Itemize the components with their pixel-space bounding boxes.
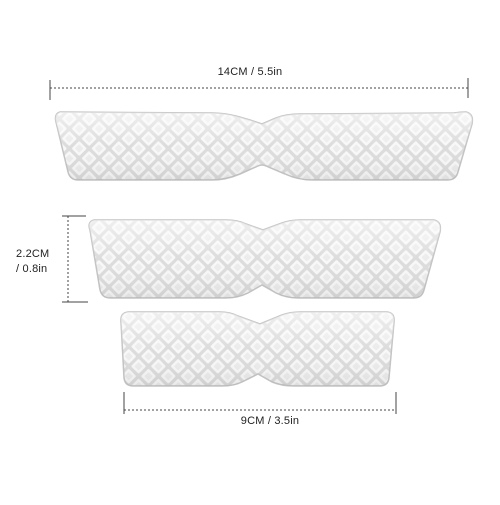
height-label-cm: 2.2CM: [16, 247, 49, 262]
sticker-small: [121, 312, 394, 386]
height-dimension-line: [62, 216, 88, 302]
height-label-in: / 0.8in: [16, 262, 49, 277]
bottom-dimension-line: [124, 392, 396, 414]
top-dimension-line: [50, 78, 468, 100]
length-small-label: 9CM / 3.5in: [155, 415, 385, 427]
sticker-medium: [89, 220, 440, 298]
sticker-large: [56, 112, 473, 180]
height-label: 2.2CM / 0.8in: [16, 247, 49, 277]
length-large-label: 14CM / 5.5in: [0, 66, 500, 78]
